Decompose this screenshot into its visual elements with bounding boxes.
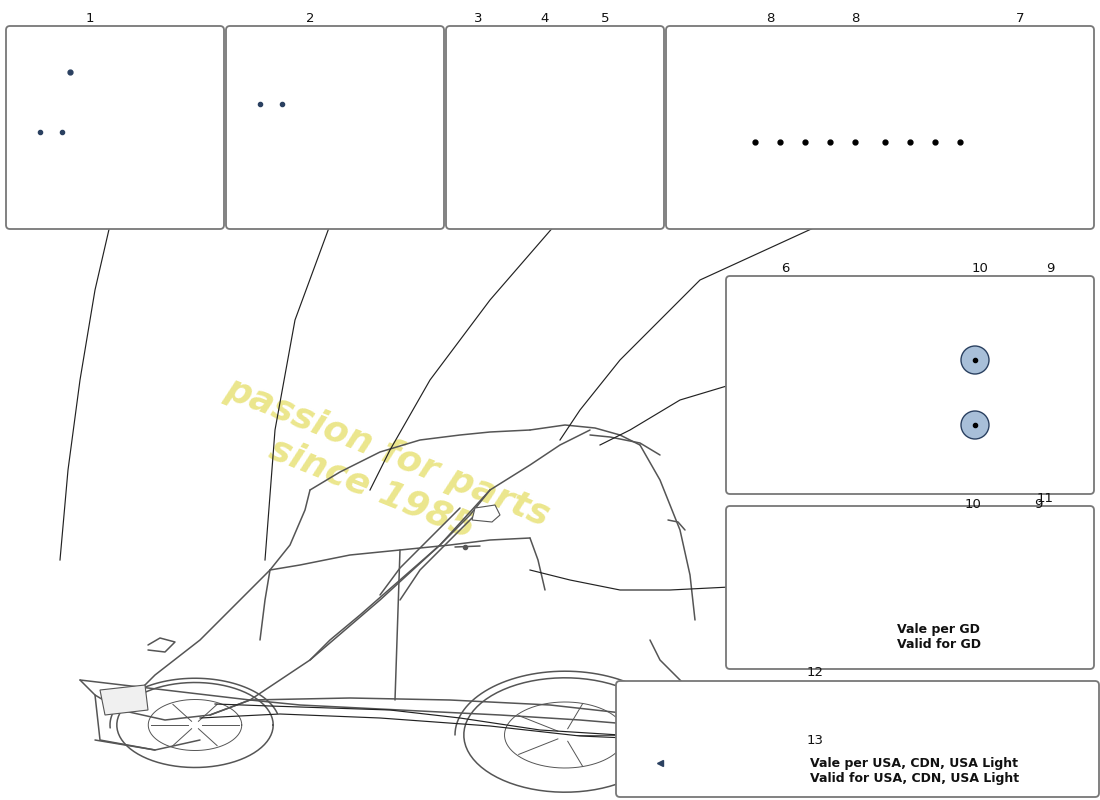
- Text: Vale per USA, CDN, USA Light
Valid for USA, CDN, USA Light: Vale per USA, CDN, USA Light Valid for U…: [810, 757, 1019, 785]
- Polygon shape: [635, 699, 705, 743]
- Polygon shape: [100, 105, 185, 165]
- Text: 6: 6: [781, 262, 789, 274]
- FancyBboxPatch shape: [726, 506, 1094, 669]
- Polygon shape: [20, 170, 50, 205]
- Polygon shape: [245, 145, 385, 210]
- Text: 9: 9: [1046, 262, 1054, 274]
- Text: 8: 8: [766, 11, 774, 25]
- Polygon shape: [60, 170, 116, 208]
- Text: 4: 4: [541, 11, 549, 25]
- Text: 13: 13: [806, 734, 824, 746]
- Text: 10: 10: [965, 498, 981, 510]
- Polygon shape: [100, 685, 148, 715]
- Text: 9: 9: [1034, 498, 1042, 510]
- Polygon shape: [752, 528, 850, 548]
- Polygon shape: [758, 528, 820, 645]
- Text: 11: 11: [1036, 491, 1054, 505]
- Polygon shape: [525, 75, 565, 120]
- Polygon shape: [738, 310, 900, 465]
- Text: Vale per GD
Valid for GD: Vale per GD Valid for GD: [896, 623, 981, 651]
- Text: 12: 12: [806, 666, 824, 679]
- Polygon shape: [330, 50, 405, 120]
- FancyBboxPatch shape: [726, 276, 1094, 494]
- FancyBboxPatch shape: [6, 26, 224, 229]
- Polygon shape: [1023, 418, 1052, 443]
- Text: 1: 1: [86, 11, 94, 25]
- Polygon shape: [1010, 115, 1055, 170]
- FancyBboxPatch shape: [666, 26, 1094, 229]
- FancyBboxPatch shape: [226, 26, 444, 229]
- Circle shape: [961, 346, 989, 374]
- Polygon shape: [685, 70, 1065, 208]
- Polygon shape: [1023, 350, 1052, 375]
- Polygon shape: [20, 58, 120, 102]
- Text: 8: 8: [850, 11, 859, 25]
- FancyBboxPatch shape: [446, 26, 664, 229]
- Text: 3: 3: [474, 11, 482, 25]
- Polygon shape: [245, 85, 308, 130]
- Text: 10: 10: [971, 262, 989, 274]
- Polygon shape: [472, 505, 500, 522]
- Text: 7: 7: [1015, 11, 1024, 25]
- FancyBboxPatch shape: [616, 681, 1099, 797]
- Polygon shape: [688, 115, 725, 170]
- Circle shape: [961, 411, 989, 439]
- Text: 2: 2: [306, 11, 315, 25]
- Polygon shape: [460, 60, 650, 215]
- Text: 5: 5: [601, 11, 609, 25]
- Text: passion for parts
since 1985: passion for parts since 1985: [206, 371, 554, 569]
- Polygon shape: [570, 58, 650, 95]
- Polygon shape: [20, 115, 85, 155]
